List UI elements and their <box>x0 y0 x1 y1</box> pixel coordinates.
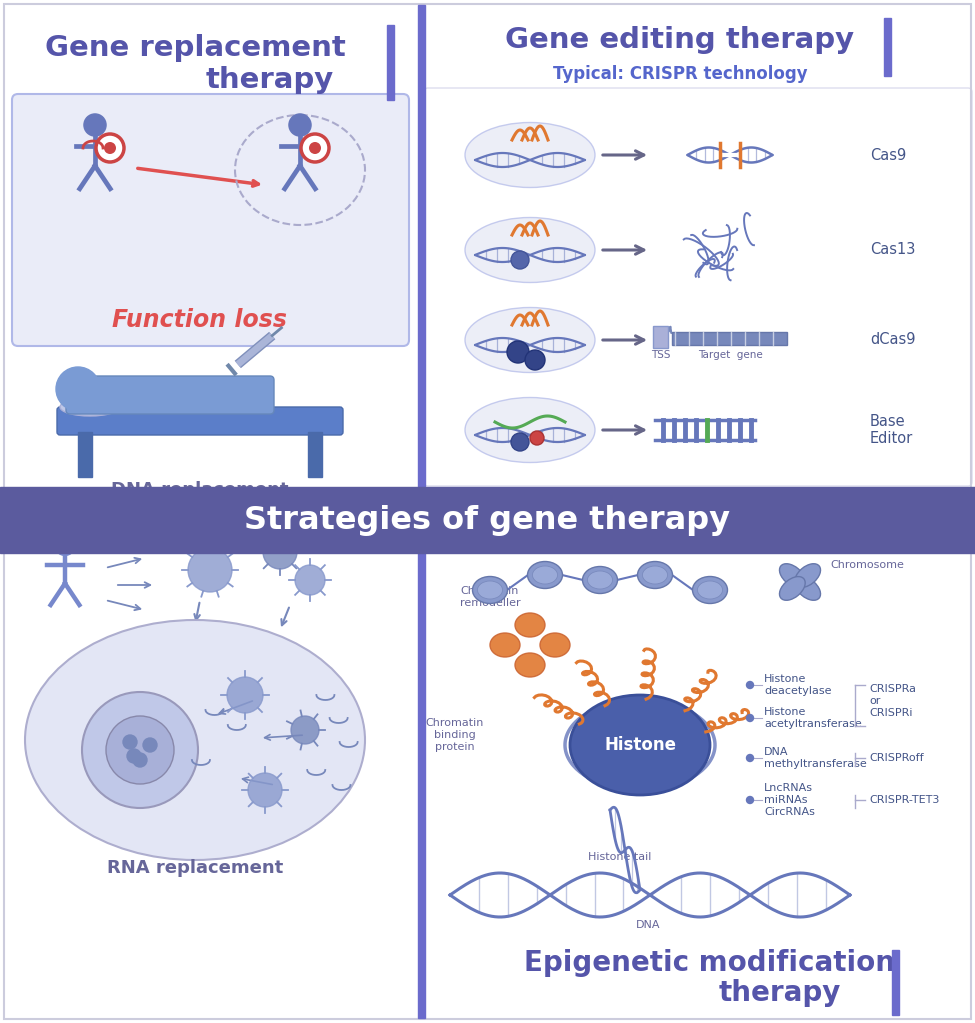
Ellipse shape <box>697 581 722 599</box>
Circle shape <box>143 738 157 752</box>
Ellipse shape <box>638 562 673 588</box>
Circle shape <box>291 716 319 744</box>
FancyBboxPatch shape <box>57 407 343 435</box>
Text: Epigenetic modification: Epigenetic modification <box>525 949 895 977</box>
Circle shape <box>127 749 141 763</box>
Text: Strategies of gene therapy: Strategies of gene therapy <box>244 504 730 535</box>
Text: RNA replacement: RNA replacement <box>107 859 283 877</box>
Circle shape <box>133 753 147 767</box>
Circle shape <box>309 142 321 154</box>
Text: Chromatin
remodeller: Chromatin remodeller <box>459 586 521 608</box>
Text: therapy: therapy <box>206 66 334 94</box>
Circle shape <box>227 677 263 713</box>
Bar <box>386 25 394 100</box>
Circle shape <box>82 692 198 808</box>
Ellipse shape <box>779 577 805 601</box>
Text: Target  gene: Target gene <box>698 350 762 360</box>
Text: Cas9: Cas9 <box>870 147 906 163</box>
FancyBboxPatch shape <box>12 94 409 346</box>
Ellipse shape <box>795 577 821 601</box>
Text: Chromatin
Fiber: Chromatin Fiber <box>561 530 619 552</box>
Circle shape <box>295 565 325 595</box>
Circle shape <box>289 114 311 136</box>
Bar <box>0 487 975 553</box>
Text: Base
Editor: Base Editor <box>870 413 914 446</box>
Ellipse shape <box>532 566 558 584</box>
Circle shape <box>263 535 297 569</box>
Ellipse shape <box>473 577 508 604</box>
Bar <box>883 18 890 76</box>
Ellipse shape <box>643 566 668 584</box>
Circle shape <box>747 755 754 761</box>
Text: CRISPRa
or
CRISPRi: CRISPRa or CRISPRi <box>869 684 916 717</box>
Circle shape <box>55 535 75 555</box>
Circle shape <box>511 251 529 269</box>
Text: dCas9: dCas9 <box>870 332 916 348</box>
Bar <box>672 332 787 345</box>
Text: DNA replacement: DNA replacement <box>111 481 289 499</box>
Circle shape <box>301 134 329 162</box>
Ellipse shape <box>570 695 710 795</box>
Ellipse shape <box>515 613 545 637</box>
Bar <box>308 432 322 477</box>
Ellipse shape <box>490 633 520 657</box>
Circle shape <box>747 714 754 721</box>
Ellipse shape <box>540 633 570 657</box>
Ellipse shape <box>582 567 617 593</box>
Circle shape <box>123 735 137 749</box>
Text: Chromosome: Chromosome <box>830 560 904 570</box>
Text: DNA
methyltransferase: DNA methyltransferase <box>764 747 867 769</box>
Text: Gene replacement: Gene replacement <box>45 34 345 62</box>
Ellipse shape <box>779 564 805 587</box>
Text: DNA: DNA <box>636 920 660 930</box>
Circle shape <box>511 433 529 451</box>
Ellipse shape <box>795 564 821 587</box>
Ellipse shape <box>478 581 502 599</box>
Circle shape <box>84 114 106 136</box>
Text: Cas13: Cas13 <box>870 242 916 258</box>
Ellipse shape <box>465 308 595 372</box>
Ellipse shape <box>465 218 595 282</box>
Text: Chromatin
binding
protein: Chromatin binding protein <box>426 718 485 752</box>
Text: Histone
acetyltransferase: Histone acetyltransferase <box>764 707 862 728</box>
Ellipse shape <box>588 571 612 589</box>
Ellipse shape <box>527 562 563 588</box>
FancyBboxPatch shape <box>424 88 972 486</box>
Text: therapy: therapy <box>719 979 841 1007</box>
Circle shape <box>56 367 100 411</box>
FancyBboxPatch shape <box>66 376 274 414</box>
Circle shape <box>96 134 124 162</box>
Text: CRISPR-TET3: CRISPR-TET3 <box>869 795 939 805</box>
Text: CRISPRoff: CRISPRoff <box>869 753 923 763</box>
Ellipse shape <box>60 398 120 416</box>
Ellipse shape <box>25 620 365 860</box>
Circle shape <box>248 773 282 807</box>
Ellipse shape <box>465 398 595 462</box>
Text: Histone: Histone <box>604 736 676 754</box>
Circle shape <box>747 681 754 688</box>
Text: LncRNAs
miRNAs
CircRNAs: LncRNAs miRNAs CircRNAs <box>764 784 815 816</box>
Text: Function loss: Function loss <box>112 308 288 332</box>
Circle shape <box>106 716 174 784</box>
Circle shape <box>507 341 529 363</box>
Text: Gene editing therapy: Gene editing therapy <box>505 26 854 54</box>
Text: Histone tail: Histone tail <box>588 852 651 862</box>
Ellipse shape <box>692 577 727 604</box>
Ellipse shape <box>465 123 595 187</box>
Bar <box>891 950 899 1015</box>
Circle shape <box>530 431 544 445</box>
Circle shape <box>188 548 232 592</box>
Text: Typical: CRISPR technology: Typical: CRISPR technology <box>553 65 807 83</box>
Ellipse shape <box>515 653 545 677</box>
Circle shape <box>525 350 545 370</box>
Bar <box>78 432 92 477</box>
Circle shape <box>747 797 754 803</box>
Bar <box>418 5 425 1018</box>
Text: Histone
deacetylase: Histone deacetylase <box>764 674 832 696</box>
Bar <box>653 326 668 348</box>
Circle shape <box>104 142 116 154</box>
Text: TSS: TSS <box>651 350 671 360</box>
